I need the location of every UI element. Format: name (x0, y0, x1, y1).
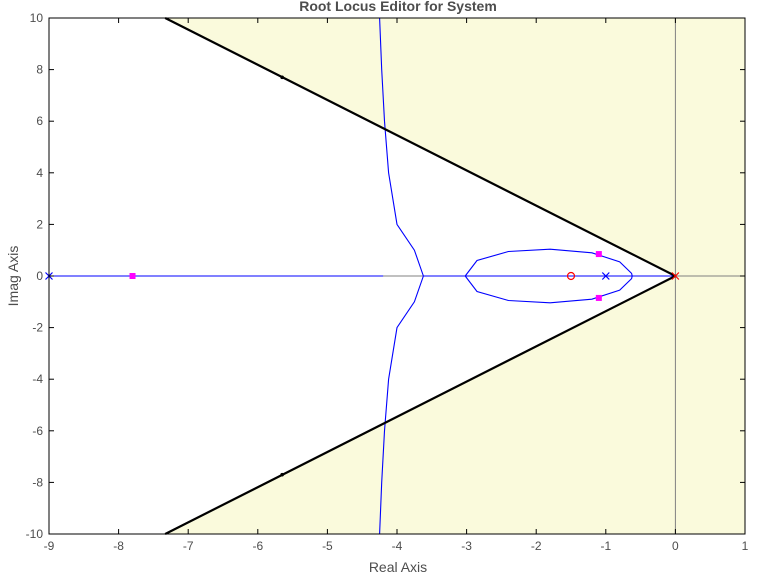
y-tick-label: -2 (32, 321, 43, 335)
locus-branch (379, 18, 424, 277)
closed-loop-pole (129, 273, 136, 279)
y-tick-label: 10 (30, 11, 44, 25)
x-tick-label: -3 (461, 539, 472, 553)
x-tick-label: -4 (392, 539, 403, 553)
x-tick-label: 1 (742, 539, 749, 553)
y-tick-label: -6 (32, 424, 43, 438)
closed-loop-pole (595, 294, 602, 301)
y-tick-label: 4 (36, 166, 43, 180)
y-axis-title: Imag Axis (5, 246, 21, 307)
x-tick-label: -8 (113, 539, 124, 553)
y-tick-label: 0 (36, 269, 43, 283)
y-tick-label: -8 (32, 475, 43, 489)
constraint-handle (280, 75, 284, 80)
y-tick-label: -10 (26, 527, 44, 541)
locus-branch (464, 248, 633, 304)
damping-constraint-lower (164, 275, 676, 535)
x-tick-label: -7 (183, 539, 194, 553)
x-tick-label: 0 (672, 539, 679, 553)
x-axis-title: Real Axis (369, 559, 427, 575)
constraint-handle (280, 472, 284, 477)
y-tick-label: 8 (36, 63, 43, 77)
x-tick-label: -2 (531, 539, 542, 553)
x-tick-label: -1 (600, 539, 611, 553)
open-loop-pole (601, 272, 610, 280)
closed-loop-pole (595, 251, 602, 258)
locus-branch (379, 275, 424, 534)
open-loop-pole (671, 272, 680, 280)
chart-title: Root Locus Editor for System (299, 0, 497, 14)
x-tick-label: -6 (252, 539, 263, 553)
y-tick-label: -4 (32, 372, 43, 386)
x-tick-label: -5 (322, 539, 333, 553)
x-tick-label: -9 (44, 539, 55, 553)
y-tick-label: 2 (36, 217, 43, 231)
damping-constraint-upper (164, 17, 676, 277)
open-loop-zero (566, 271, 576, 281)
y-tick-label: 6 (36, 114, 43, 128)
